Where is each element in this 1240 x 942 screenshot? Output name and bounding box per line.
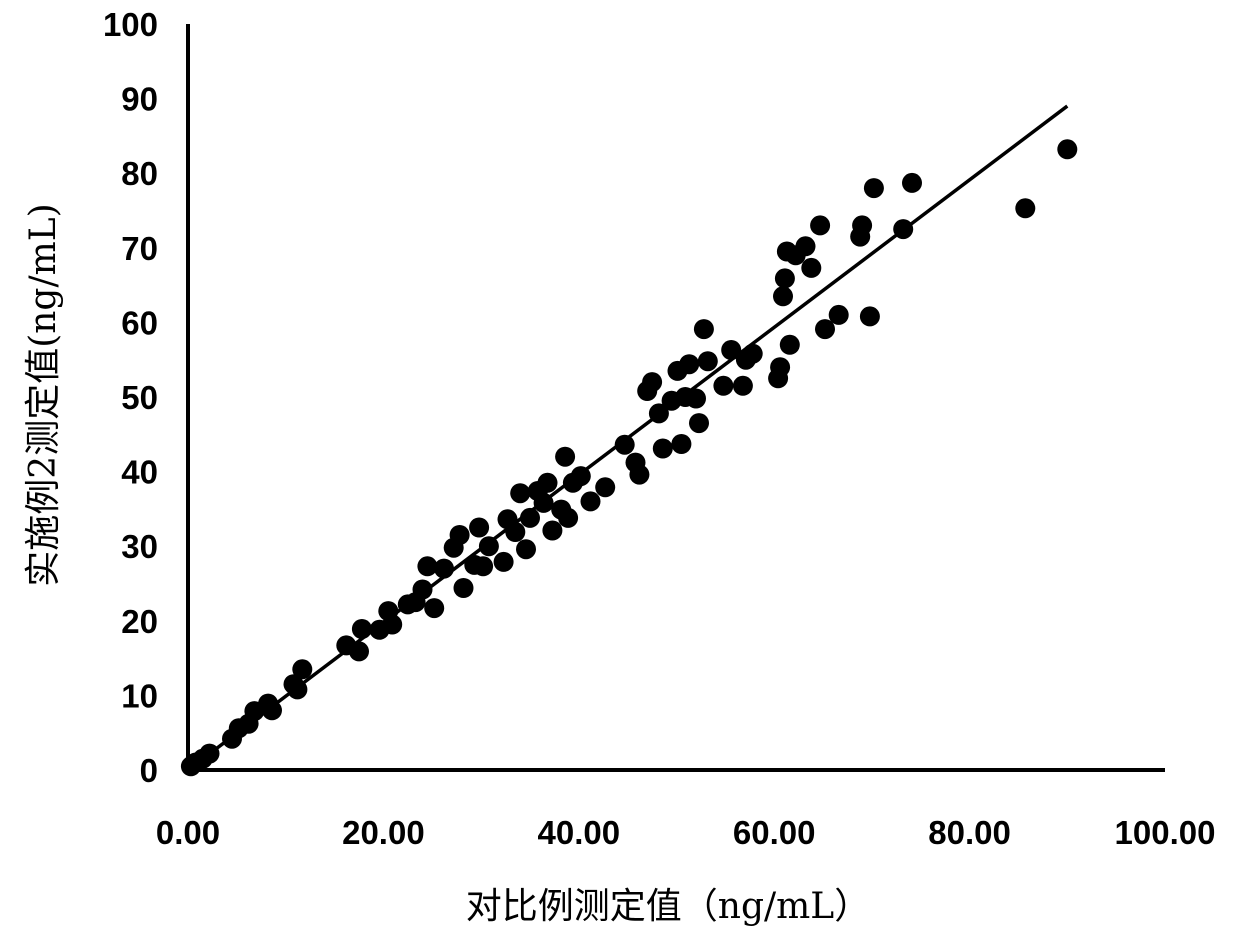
data-point-0-48 bbox=[595, 477, 615, 497]
data-point-0-32 bbox=[494, 552, 514, 572]
data-point-0-69 bbox=[743, 344, 763, 364]
data-point-0-85 bbox=[864, 178, 884, 198]
y-tick-label: 10 bbox=[121, 677, 158, 714]
tick-labels: 0 10 20 30 40 50 60 70 80 90 100 0.00 20.00 40.00 60.0… bbox=[103, 6, 1216, 851]
data-point-0-26 bbox=[450, 525, 470, 545]
data-point-0-65 bbox=[713, 376, 733, 396]
data-point-0-62 bbox=[689, 413, 709, 433]
data-point-0-44 bbox=[558, 508, 578, 528]
data-point-0-64 bbox=[698, 351, 718, 371]
data-point-0-55 bbox=[653, 439, 673, 459]
x-tick-label: 20.00 bbox=[342, 814, 425, 851]
y-tick-label: 70 bbox=[121, 230, 158, 267]
y-tick-label: 90 bbox=[121, 81, 158, 118]
data-point-0-83 bbox=[852, 215, 872, 235]
data-point-0-73 bbox=[775, 268, 795, 288]
data-point-0-87 bbox=[902, 173, 922, 193]
x-tick-label: 40.00 bbox=[538, 814, 621, 851]
y-tick-label: 0 bbox=[140, 752, 158, 789]
y-tick-label: 80 bbox=[121, 155, 158, 192]
data-point-0-53 bbox=[642, 372, 662, 392]
data-point-0-15 bbox=[352, 619, 372, 639]
data-point-0-79 bbox=[810, 215, 830, 235]
data-point-0-43 bbox=[555, 447, 575, 467]
trendline bbox=[188, 106, 1067, 770]
data-point-0-51 bbox=[629, 465, 649, 485]
data-point-0-63 bbox=[694, 319, 714, 339]
data-point-0-40 bbox=[538, 473, 558, 493]
x-axis-title: 对比例测定值（ng/mL） bbox=[466, 886, 870, 927]
data-point-0-75 bbox=[780, 335, 800, 355]
data-point-0-67 bbox=[733, 376, 753, 396]
data-point-0-30 bbox=[473, 556, 493, 576]
x-tick-label: 0.00 bbox=[156, 814, 220, 851]
data-point-0-78 bbox=[801, 258, 821, 278]
y-tick-label: 100 bbox=[103, 6, 158, 43]
data-point-0-35 bbox=[510, 483, 530, 503]
data-point-0-89 bbox=[1057, 139, 1077, 159]
data-point-0-41 bbox=[542, 521, 562, 541]
trendline-group bbox=[188, 106, 1067, 770]
y-axis-title: 实施例2测定值(ng/mL) bbox=[23, 203, 64, 586]
data-point-0-81 bbox=[829, 305, 849, 325]
y-tick-label: 50 bbox=[121, 379, 158, 416]
y-tick-label: 20 bbox=[121, 603, 158, 640]
data-point-0-77 bbox=[796, 236, 816, 256]
y-tick-label: 40 bbox=[121, 454, 158, 491]
data-point-0-60 bbox=[679, 354, 699, 374]
x-tick-label: 100.00 bbox=[1115, 814, 1216, 851]
data-point-0-29 bbox=[469, 518, 489, 538]
data-points bbox=[181, 139, 1077, 776]
data-point-0-71 bbox=[770, 357, 790, 377]
data-point-0-47 bbox=[581, 491, 601, 511]
x-tick-label: 60.00 bbox=[733, 814, 816, 851]
data-point-0-72 bbox=[773, 286, 793, 306]
data-point-0-36 bbox=[516, 539, 536, 559]
data-point-0-84 bbox=[860, 306, 880, 326]
x-tick-label: 80.00 bbox=[928, 814, 1011, 851]
data-point-0-27 bbox=[454, 578, 474, 598]
data-point-0-58 bbox=[671, 434, 691, 454]
data-point-0-23 bbox=[424, 598, 444, 618]
y-tick-label: 60 bbox=[121, 304, 158, 341]
data-point-0-88 bbox=[1015, 198, 1035, 218]
y-tick-label: 30 bbox=[121, 528, 158, 565]
